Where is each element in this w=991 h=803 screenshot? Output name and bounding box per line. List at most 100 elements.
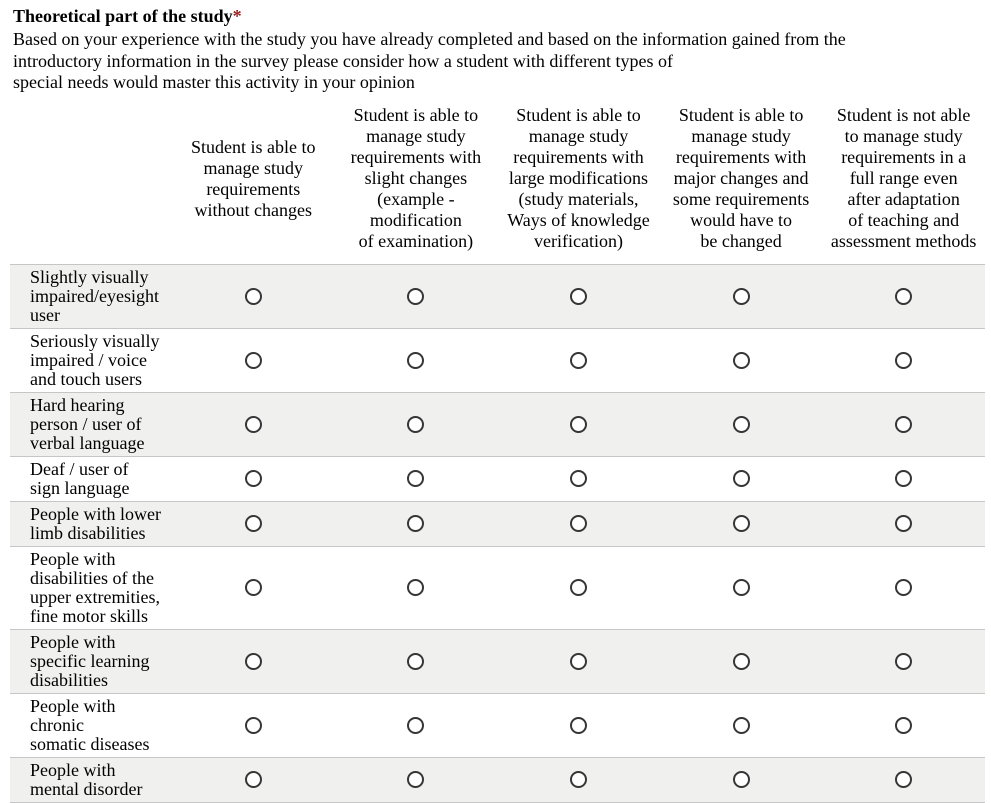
table-row: People with specific learning disabiliti…: [10, 628, 985, 693]
column-header-not-able: Student is not able to manage study requ…: [830, 105, 977, 251]
radio-button[interactable]: [244, 351, 262, 369]
matrix-table: Student is able to manage study requirem…: [10, 94, 985, 803]
radio-button[interactable]: [244, 579, 262, 596]
radio-cell: [497, 716, 660, 734]
radio-cell: [660, 579, 823, 596]
question-block: Theoretical part of the study* Based on …: [0, 0, 991, 94]
radio-cell: [660, 771, 823, 788]
radio-button[interactable]: [569, 415, 587, 433]
radio-button[interactable]: [732, 716, 750, 734]
radio-button[interactable]: [407, 415, 425, 433]
radio-button[interactable]: [895, 652, 913, 670]
radio-button[interactable]: [244, 415, 262, 433]
radio-cell: [822, 470, 985, 487]
radio-button[interactable]: [407, 470, 425, 487]
radio-cell: [660, 415, 823, 433]
radio-button[interactable]: [732, 287, 750, 305]
radio-button[interactable]: [569, 515, 587, 532]
radio-button[interactable]: [895, 415, 913, 433]
row-label: Slightly visually impaired/eyesight user: [30, 266, 159, 325]
radio-button[interactable]: [407, 287, 425, 305]
radio-button[interactable]: [569, 287, 587, 305]
radio-button[interactable]: [569, 652, 587, 670]
radio-button[interactable]: [407, 716, 425, 734]
radio-button[interactable]: [732, 579, 750, 596]
radio-button[interactable]: [244, 771, 262, 788]
radio-button[interactable]: [569, 579, 587, 596]
radio-button[interactable]: [569, 470, 587, 487]
radio-button[interactable]: [732, 470, 750, 487]
radio-cell: [335, 716, 498, 734]
radio-button[interactable]: [569, 771, 587, 788]
radio-button[interactable]: [895, 351, 913, 369]
radio-cell: [172, 771, 335, 788]
radio-button[interactable]: [407, 652, 425, 670]
row-label: Seriously visually impaired / voice and …: [30, 330, 160, 389]
radio-button[interactable]: [732, 652, 750, 670]
radio-cell: [172, 579, 335, 596]
radio-button[interactable]: [569, 351, 587, 369]
radio-cell: [497, 470, 660, 487]
row-label: People with disabilities of the upper ex…: [30, 548, 160, 626]
radio-cell: [660, 716, 823, 734]
radio-cell: [660, 351, 823, 369]
radio-cell: [172, 470, 335, 487]
column-header-major-changes: Student is able to manage study requirem…: [672, 105, 810, 251]
radio-button[interactable]: [244, 652, 262, 670]
radio-cell: [335, 470, 498, 487]
radio-button[interactable]: [895, 287, 913, 305]
radio-cell: [172, 351, 335, 369]
radio-button[interactable]: [732, 515, 750, 532]
table-row: Seriously visually impaired / voice and …: [10, 327, 985, 392]
radio-button[interactable]: [407, 771, 425, 788]
radio-cell: [172, 415, 335, 433]
radio-button[interactable]: [732, 351, 750, 369]
radio-button[interactable]: [407, 351, 425, 369]
radio-cell: [497, 579, 660, 596]
table-row: People with lower limb disabilities: [10, 500, 985, 546]
required-asterisk: *: [232, 6, 242, 26]
radio-button[interactable]: [244, 716, 262, 734]
matrix-body: Slightly visually impaired/eyesight user…: [10, 263, 985, 803]
radio-cell: [822, 771, 985, 788]
radio-cell: [660, 652, 823, 670]
radio-cell: [660, 470, 823, 487]
table-row: Deaf / user of sign language: [10, 455, 985, 501]
table-row: People with disabilities of the upper ex…: [10, 545, 985, 629]
radio-cell: [335, 287, 498, 305]
radio-button[interactable]: [895, 771, 913, 788]
radio-button[interactable]: [244, 515, 262, 532]
radio-cell: [822, 415, 985, 433]
radio-button[interactable]: [244, 287, 262, 305]
radio-cell: [497, 351, 660, 369]
radio-button[interactable]: [895, 716, 913, 734]
question-title-text: Theoretical part of the study: [13, 6, 233, 26]
radio-button[interactable]: [895, 470, 913, 487]
radio-button[interactable]: [732, 771, 750, 788]
radio-cell: [822, 287, 985, 305]
column-header-slight-changes: Student is able to manage study requirem…: [350, 105, 482, 251]
radio-cell: [335, 579, 498, 596]
radio-cell: [335, 515, 498, 532]
radio-cell: [822, 351, 985, 369]
radio-button[interactable]: [407, 515, 425, 532]
radio-cell: [497, 771, 660, 788]
radio-button[interactable]: [407, 579, 425, 596]
radio-button[interactable]: [732, 415, 750, 433]
radio-cell: [497, 287, 660, 305]
column-header-large-modifications: Student is able to manage study requirem…: [507, 105, 650, 251]
column-header-without-changes: Student is able to manage study requirem…: [191, 136, 316, 220]
radio-cell: [172, 287, 335, 305]
radio-button[interactable]: [895, 579, 913, 596]
radio-cell: [335, 415, 498, 433]
radio-button[interactable]: [569, 716, 587, 734]
question-title: Theoretical part of the study*: [13, 3, 985, 29]
radio-cell: [172, 652, 335, 670]
radio-cell: [335, 771, 498, 788]
radio-cell: [822, 652, 985, 670]
table-row: Hard hearing person / user of verbal lan…: [10, 391, 985, 456]
radio-button[interactable]: [244, 470, 262, 487]
radio-button[interactable]: [895, 515, 913, 532]
radio-cell: [497, 652, 660, 670]
table-row: People with mental disorder: [10, 756, 985, 802]
